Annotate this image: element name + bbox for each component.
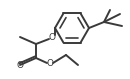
Text: O: O [47,59,54,67]
Text: O: O [48,32,56,41]
Text: O: O [17,61,24,70]
